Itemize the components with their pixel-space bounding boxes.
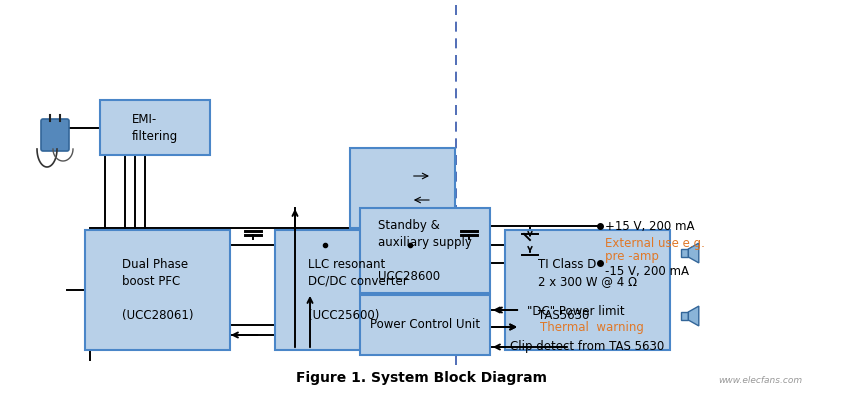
FancyBboxPatch shape: [680, 312, 689, 320]
FancyBboxPatch shape: [360, 208, 490, 293]
FancyBboxPatch shape: [41, 119, 69, 151]
Text: "DC" Power limit: "DC" Power limit: [527, 305, 625, 318]
Text: www.elecfans.com: www.elecfans.com: [718, 376, 802, 385]
Text: External use e.g.: External use e.g.: [605, 237, 705, 250]
FancyBboxPatch shape: [680, 249, 689, 257]
Text: -15 V, 200 mA: -15 V, 200 mA: [605, 265, 689, 278]
Text: Dual Phase
boost PFC

(UCC28061): Dual Phase boost PFC (UCC28061): [122, 258, 194, 322]
Text: Thermal  warning: Thermal warning: [540, 321, 644, 334]
Text: TI Class D
2 x 300 W @ 4 Ω

TAS5630: TI Class D 2 x 300 W @ 4 Ω TAS5630: [538, 258, 637, 322]
FancyBboxPatch shape: [360, 295, 490, 355]
FancyBboxPatch shape: [350, 148, 455, 228]
Polygon shape: [689, 243, 699, 263]
FancyBboxPatch shape: [505, 230, 670, 350]
Text: Power Control Unit: Power Control Unit: [370, 318, 480, 331]
Text: pre -amp: pre -amp: [605, 250, 659, 263]
Polygon shape: [689, 306, 699, 326]
Text: LLC resonant
DC/DC converter

(UCC25600): LLC resonant DC/DC converter (UCC25600): [307, 258, 408, 322]
Text: Clip detect from TAS 5630: Clip detect from TAS 5630: [510, 340, 664, 353]
Text: Figure 1. System Block Diagram: Figure 1. System Block Diagram: [296, 371, 546, 385]
Text: EMI-
filtering: EMI- filtering: [132, 113, 179, 143]
Text: Standby &
auxiliary supply

UCC28600: Standby & auxiliary supply UCC28600: [378, 219, 472, 282]
FancyBboxPatch shape: [100, 100, 210, 155]
FancyBboxPatch shape: [85, 230, 230, 350]
FancyBboxPatch shape: [275, 230, 440, 350]
Text: +15 V, 200 mA: +15 V, 200 mA: [605, 220, 695, 233]
